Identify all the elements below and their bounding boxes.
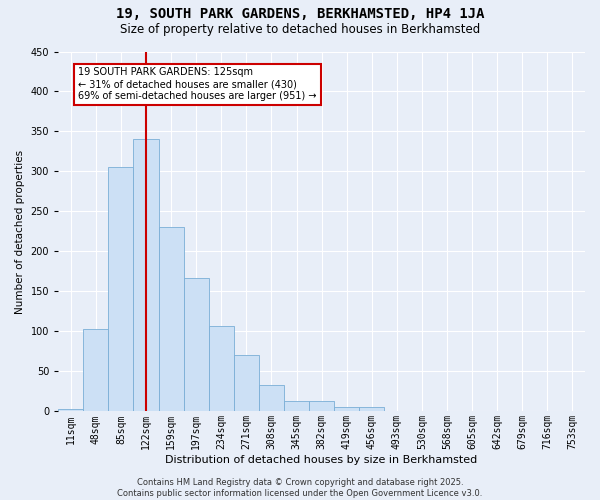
Bar	[58, 409, 83, 412]
Bar	[109, 168, 133, 412]
Bar	[334, 408, 359, 412]
Bar	[385, 410, 409, 412]
Bar	[309, 401, 334, 411]
Bar	[259, 385, 284, 411]
Bar	[409, 410, 434, 412]
Bar	[234, 356, 259, 412]
Y-axis label: Number of detached properties: Number of detached properties	[15, 150, 25, 314]
Bar	[209, 326, 234, 412]
Bar	[133, 138, 158, 411]
Bar	[284, 401, 309, 411]
Bar	[158, 228, 184, 412]
Text: 19, SOUTH PARK GARDENS, BERKHAMSTED, HP4 1JA: 19, SOUTH PARK GARDENS, BERKHAMSTED, HP4…	[116, 8, 484, 22]
Bar	[184, 278, 209, 411]
Text: 19 SOUTH PARK GARDENS: 125sqm
← 31% of detached houses are smaller (430)
69% of : 19 SOUTH PARK GARDENS: 125sqm ← 31% of d…	[78, 68, 317, 100]
Bar	[359, 408, 385, 412]
Bar	[434, 410, 460, 412]
Text: Contains HM Land Registry data © Crown copyright and database right 2025.
Contai: Contains HM Land Registry data © Crown c…	[118, 478, 482, 498]
X-axis label: Distribution of detached houses by size in Berkhamsted: Distribution of detached houses by size …	[166, 455, 478, 465]
Bar	[83, 329, 109, 411]
Text: Size of property relative to detached houses in Berkhamsted: Size of property relative to detached ho…	[120, 22, 480, 36]
